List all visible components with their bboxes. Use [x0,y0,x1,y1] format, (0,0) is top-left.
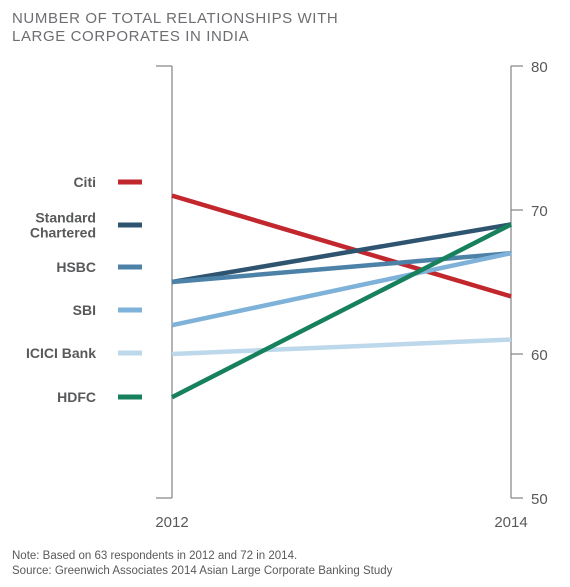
footnotes: Note: Based on 63 respondents in 2012 an… [12,549,392,579]
chart-title-line-2: LARGE CORPORATES IN INDIA [12,28,250,45]
y-tick-label: 70 [531,203,548,220]
legend-label: Chartered [30,225,96,241]
x-tick-label: 2014 [494,514,527,531]
legend-label: ICICI Bank [26,345,96,361]
chart-title: NUMBER OF TOTAL RELATIONSHIPS WITH LARGE… [12,10,552,46]
chart-title-line-1: NUMBER OF TOTAL RELATIONSHIPS WITH [12,10,339,27]
series-line-standard-chartered [171,222,512,285]
source-text: Source: Greenwich Associates 2014 Asian … [12,565,393,577]
note-text: Note: Based on 63 respondents in 2012 an… [12,550,298,562]
legend-label: HSBC [56,259,96,275]
x-tick-label: 2012 [155,514,188,531]
series-line-hdfc [170,222,513,400]
series-line-hsbc [171,250,512,285]
legend-label: SBI [73,302,96,318]
legend-label: HDFC [57,389,96,405]
y-tick-label: 80 [531,59,548,76]
legend-label: Citi [73,174,96,190]
y-tick-label: 60 [531,347,548,364]
series-line-citi [171,193,512,299]
series-line-sbi [171,250,512,328]
legend-label: Standard [35,210,96,226]
series-line-icici-bank [171,337,512,357]
y-tick-label: 50 [531,491,548,508]
